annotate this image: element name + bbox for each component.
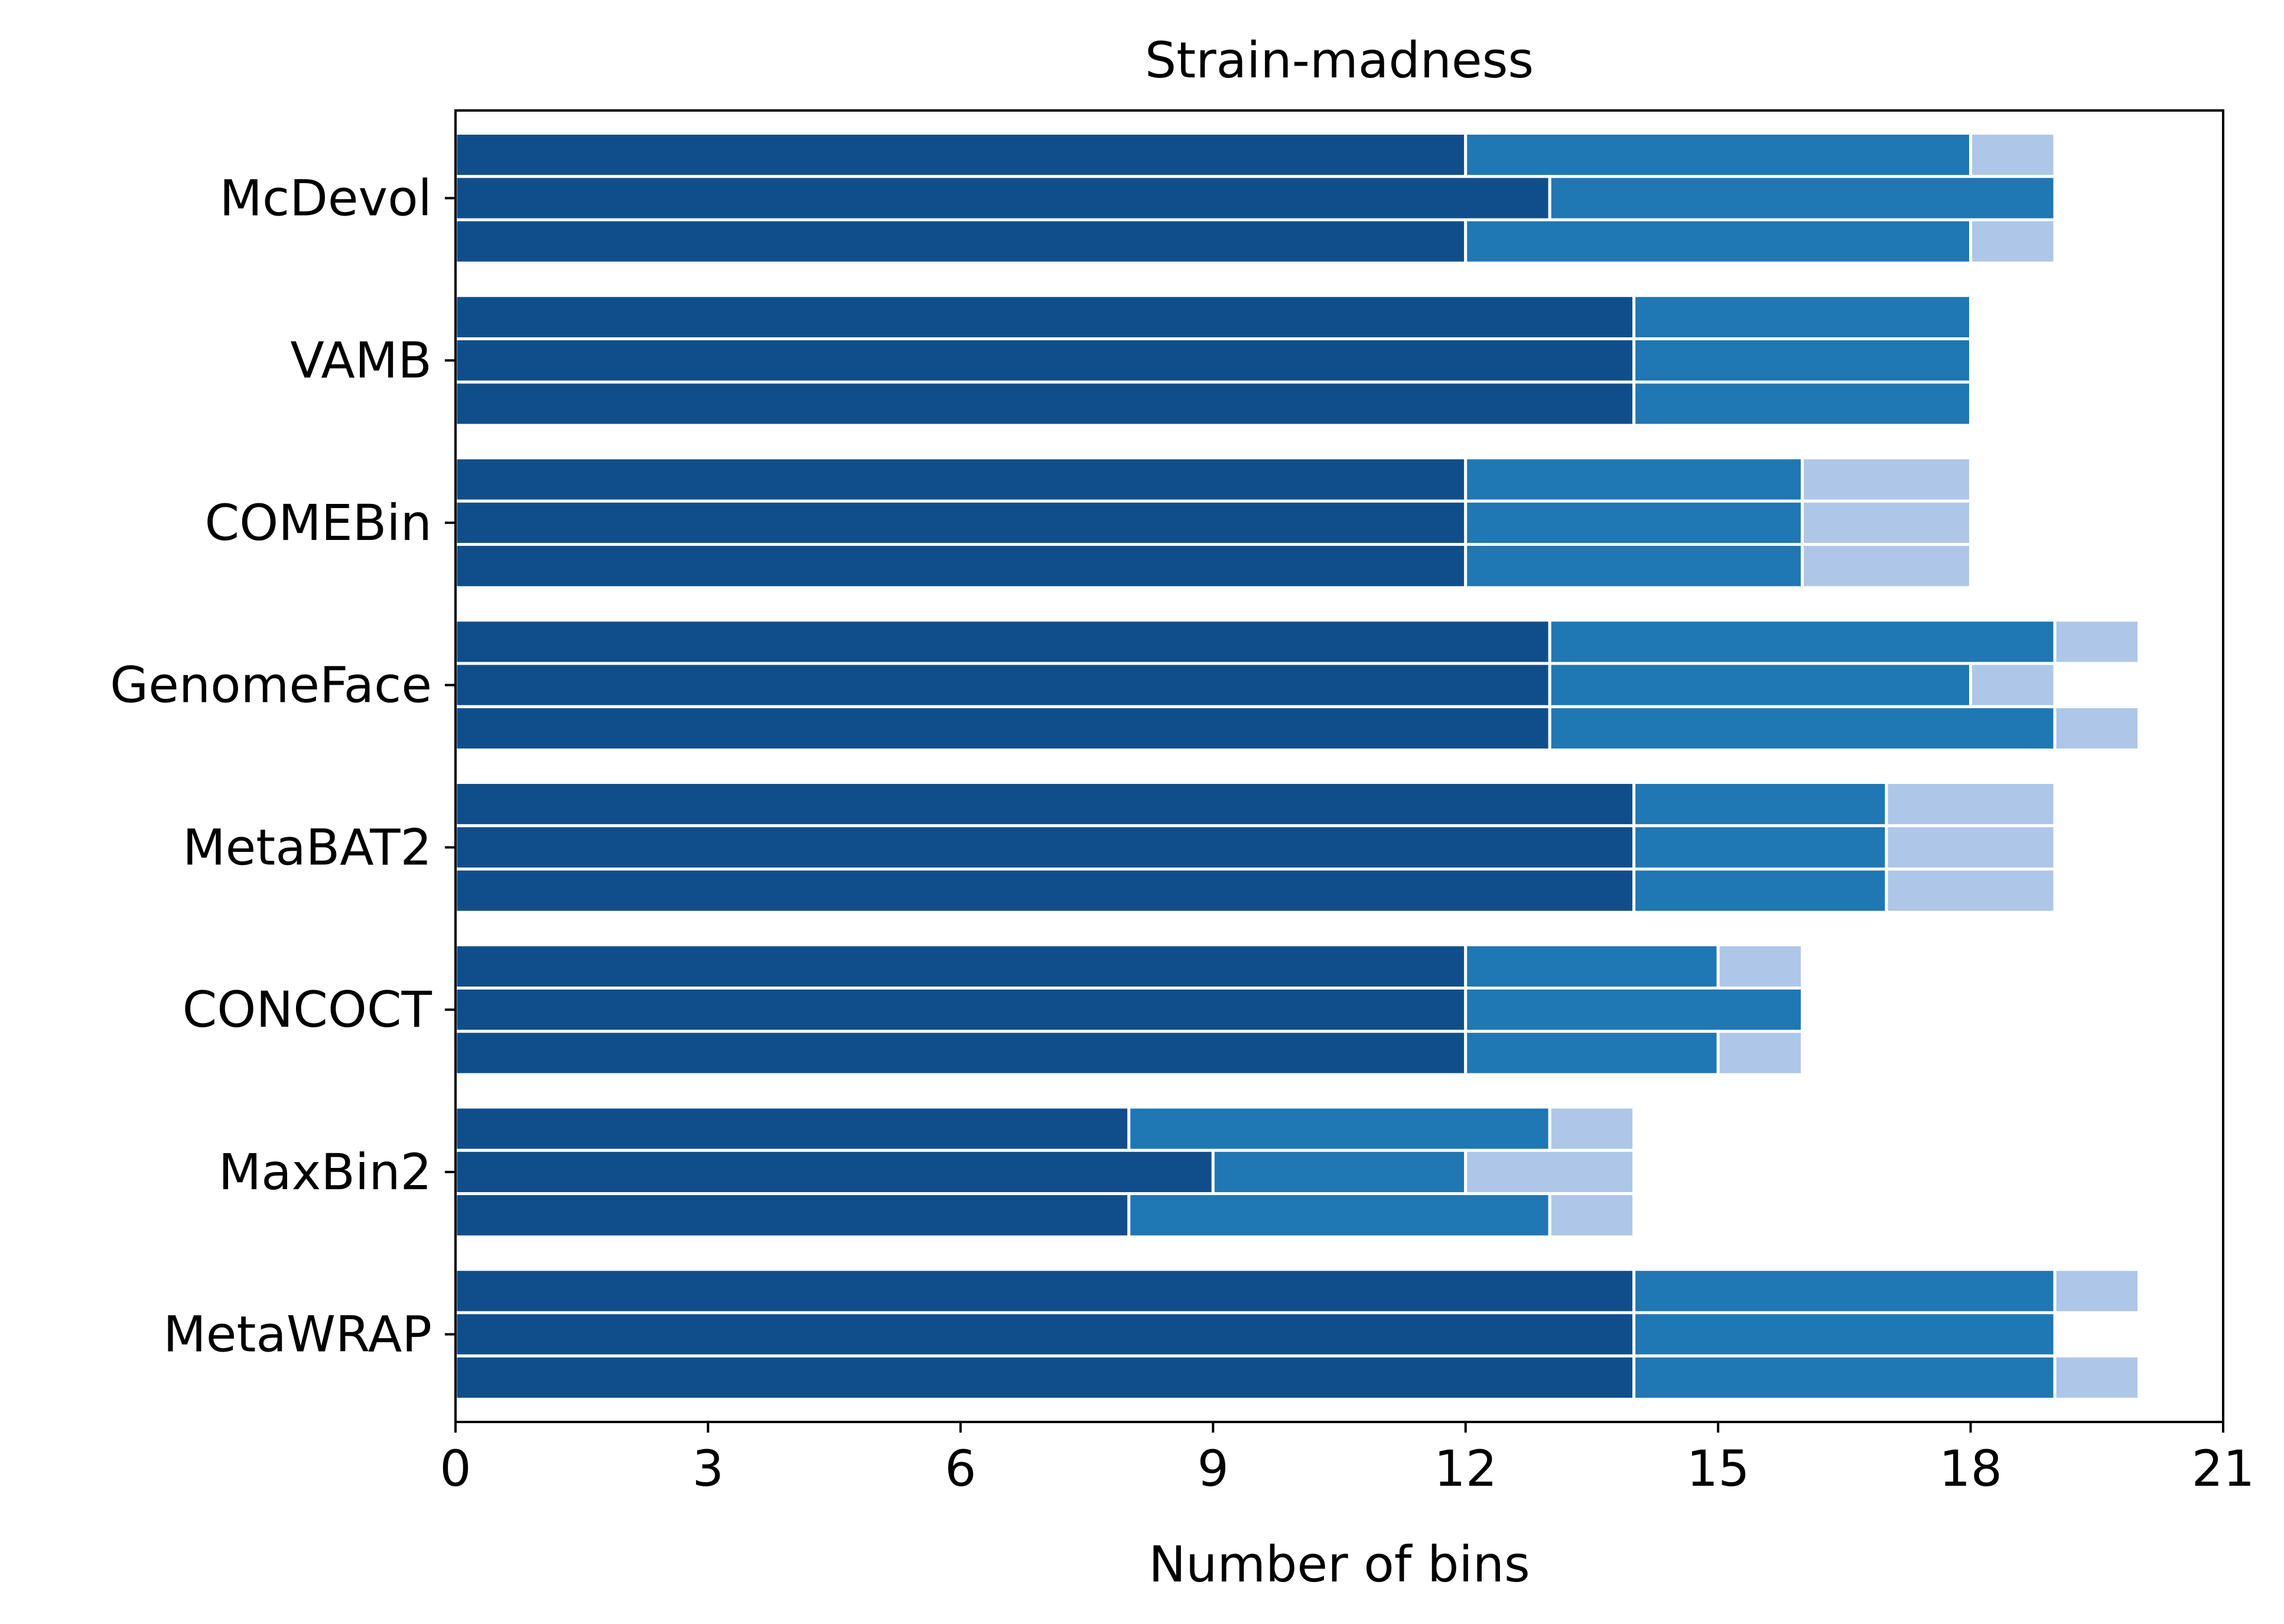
bar-segment	[454, 456, 1468, 503]
bar-segment	[1464, 986, 1804, 1033]
bar-segment	[454, 986, 1468, 1033]
bar-segment	[1632, 780, 1888, 828]
bar-segment	[454, 380, 1636, 427]
bar-segment	[1716, 1030, 1804, 1076]
bar-segment	[1127, 1192, 1551, 1239]
plot-frame	[454, 109, 2224, 1423]
bar-segment	[454, 867, 1636, 914]
bar-segment	[1632, 294, 1973, 340]
bar-segment	[1464, 131, 1973, 178]
bar-segment	[1632, 867, 1888, 914]
bar-segment	[1632, 1354, 2057, 1401]
bar-segment	[454, 1354, 1636, 1401]
x-tick-label: 21	[2192, 1440, 2255, 1498]
bar-segment	[454, 662, 1551, 708]
bar-segment	[454, 218, 1468, 265]
bar-segment	[1464, 543, 1804, 590]
bar-segment	[1464, 943, 1720, 990]
bar-segment	[1885, 780, 2057, 828]
bar-segment	[1548, 619, 2057, 665]
bar-segment	[454, 1192, 1131, 1239]
y-tick-label: GenomeFace	[110, 656, 432, 714]
bar-segment	[1127, 1105, 1551, 1152]
bar-segment	[1211, 1148, 1468, 1196]
bar-segment	[1801, 499, 1973, 546]
y-tick-label: COMEBin	[204, 494, 432, 552]
bar-segment	[1801, 543, 1973, 590]
bar-segment	[1632, 1311, 2057, 1358]
bar-segment	[1464, 1030, 1720, 1076]
y-tick-label: MetaWRAP	[163, 1306, 432, 1363]
bar-segment	[1969, 131, 2057, 178]
bar-segment	[454, 1030, 1468, 1076]
bar-segment	[1548, 705, 2057, 752]
bar-segment	[1632, 1268, 2057, 1314]
bar-segment	[454, 1148, 1215, 1196]
bar-segment	[454, 824, 1636, 871]
bar-segment	[1632, 337, 1973, 384]
bar-segment	[2053, 619, 2141, 665]
y-tick-label: CONCOCT	[183, 981, 432, 1039]
y-tick-label: MetaBAT2	[183, 818, 432, 876]
bar-segment	[1548, 175, 2057, 222]
y-tick-label: MaxBin2	[219, 1143, 432, 1201]
bar-segment	[2053, 1268, 2141, 1314]
bar-segment	[1464, 1148, 1636, 1196]
bar-segment	[454, 543, 1468, 590]
bar-segment	[454, 175, 1551, 222]
bar-segment	[1969, 662, 2057, 708]
bar-segment	[454, 1311, 1636, 1358]
bar-segment	[1716, 943, 1804, 990]
bar-segment	[1464, 456, 1804, 503]
x-tick-label: 6	[945, 1440, 976, 1498]
x-tick-label: 12	[1434, 1440, 1497, 1498]
bar-segment	[1464, 499, 1804, 546]
x-tick-label: 15	[1687, 1440, 1750, 1498]
x-axis-label: Number of bins	[1148, 1535, 1530, 1593]
bar-segment	[454, 780, 1636, 828]
x-tick-label: 18	[1939, 1440, 2002, 1498]
bar-segment	[454, 943, 1468, 990]
bar-segment	[1548, 1105, 1636, 1152]
bar-segment	[1632, 380, 1973, 427]
x-tick-label: 9	[1198, 1440, 1229, 1498]
x-tick-label: 3	[692, 1440, 724, 1498]
bar-segment	[454, 705, 1551, 752]
bar-segment	[1969, 218, 2057, 265]
bar-segment	[1548, 1192, 1636, 1239]
bar-segment	[2053, 705, 2141, 752]
bar-segment	[1464, 218, 1973, 265]
bar-segment	[1885, 867, 2057, 914]
bars-layer	[454, 131, 2141, 1401]
bar-segment	[1548, 662, 1973, 708]
chart-title: Strain-madness	[1145, 31, 1534, 89]
x-tick-label: 0	[440, 1440, 471, 1498]
bar-segment	[454, 619, 1551, 665]
bar-segment	[2053, 1354, 2141, 1401]
bar-segment	[1885, 824, 2057, 871]
bar-segment	[454, 1105, 1131, 1152]
bar-segment	[454, 131, 1468, 178]
bar-segment	[454, 294, 1636, 340]
bar-segment	[454, 337, 1636, 384]
bar-segment	[1632, 824, 1888, 871]
y-axis: McDevol VAMB COMEBin GenomeFace MetaBAT2 CONC…	[110, 169, 456, 1363]
y-tick-label: McDevol	[220, 169, 432, 227]
bar-segment	[454, 499, 1468, 546]
bar-segment	[1801, 456, 1973, 503]
bar-segment	[454, 1268, 1636, 1314]
x-axis: 0 3 6 9 12 15 18 21	[440, 1422, 2254, 1498]
y-tick-label: VAMB	[290, 331, 432, 389]
